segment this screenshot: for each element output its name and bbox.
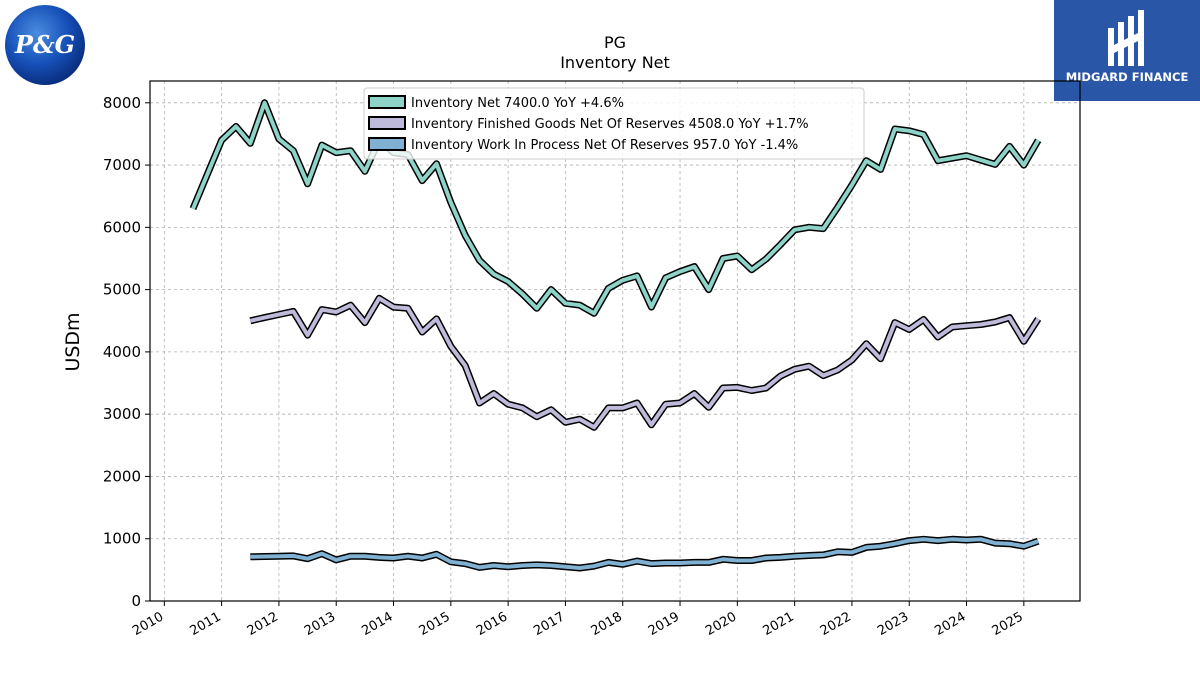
legend-box — [363, 87, 865, 160]
y-tick-label: 6000 — [103, 218, 141, 236]
y-tick-label: 7000 — [103, 156, 141, 174]
legend-swatch-2 — [368, 137, 406, 151]
midgard-finance-logo: MIDGARD FINANCE — [1054, 0, 1200, 101]
x-tick-label: 2019 — [646, 609, 682, 639]
x-tick-label: 2010 — [130, 609, 166, 639]
series-lines — [189, 99, 1042, 572]
x-tick-label: 2016 — [474, 609, 510, 639]
x-tick-label: 2020 — [703, 609, 739, 639]
y-tick-label: 3000 — [103, 405, 141, 423]
x-tick-label: 2022 — [818, 609, 854, 639]
x-tick-label: 2023 — [875, 609, 911, 639]
x-tick-label: 2024 — [932, 609, 968, 639]
x-tick-label: 2011 — [187, 609, 223, 639]
y-tick-label: 1000 — [103, 530, 141, 548]
x-tick-label: 2013 — [302, 609, 338, 639]
y-tick-label: 5000 — [103, 281, 141, 299]
midgard-emblem-icon — [1108, 10, 1144, 66]
midgard-finance-name: MIDGARD FINANCE — [1066, 70, 1189, 84]
y-tick-label: 0 — [131, 592, 141, 610]
legend-swatch-1 — [368, 116, 406, 130]
x-tick-label: 2021 — [760, 609, 796, 639]
chart-subtitle: Inventory Net — [560, 53, 670, 72]
series-line-0 — [191, 100, 1040, 316]
legend-label-1: Inventory Finished Goods Net Of Reserves… — [411, 117, 809, 132]
x-tick-label: 2017 — [531, 609, 567, 639]
plot-frame — [149, 80, 1081, 602]
y-tick-label: 4000 — [103, 343, 141, 361]
y-tick-label: 8000 — [103, 94, 141, 112]
x-tick-label: 2015 — [417, 609, 453, 639]
legend-label-2: Inventory Work In Process Net Of Reserve… — [411, 138, 798, 153]
pg-logo: P&G — [5, 5, 85, 85]
x-tick-label: 2012 — [245, 609, 281, 639]
legend: Inventory Net 7400.0 YoY +4.6% Inventory … — [363, 87, 865, 160]
y-tick-label: 2000 — [103, 467, 141, 485]
chart-title: PG — [604, 33, 626, 52]
y-axis-label: USDm — [62, 312, 84, 371]
legend-label-0: Inventory Net 7400.0 YoY +4.6% — [411, 96, 624, 111]
x-tick-label: 2018 — [589, 609, 625, 639]
series-line-1 — [249, 296, 1040, 430]
x-tick-label: 2025 — [990, 609, 1026, 639]
legend-swatch-0 — [368, 95, 406, 109]
pg-logo-text: P&G — [14, 30, 75, 59]
x-tick-label: 2014 — [359, 609, 395, 639]
series-line-2 — [250, 537, 1039, 570]
